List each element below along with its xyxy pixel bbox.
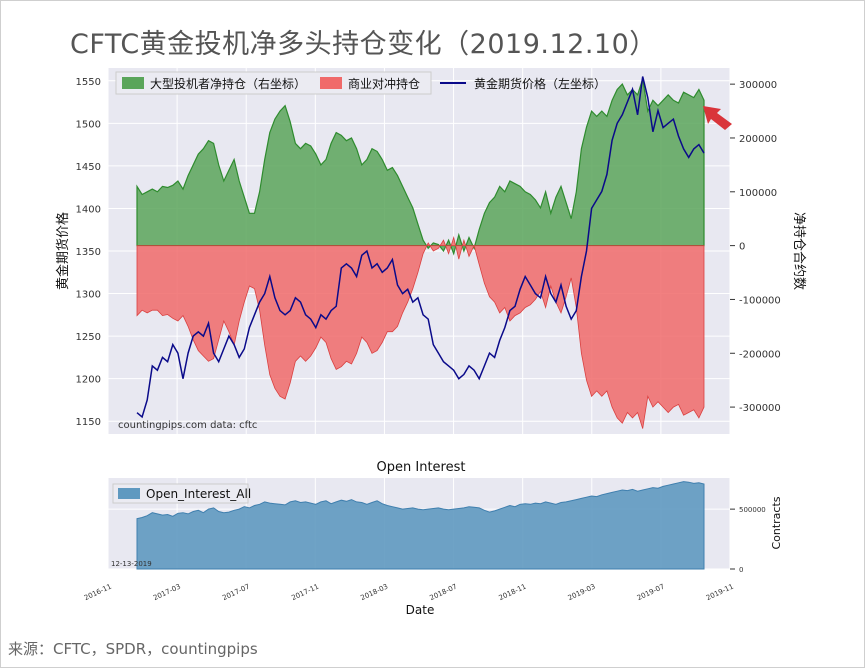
date-tick-label: 2019-11 (705, 583, 735, 603)
date-tick-label: 2018-03 (359, 583, 389, 603)
speculator-net-area (136, 78, 705, 256)
legend-label-commercial: 商业对冲持仓 (348, 76, 420, 91)
right-axis-ticks: -300000 -200000 -100000 0 100000 200000 300000 (730, 80, 781, 414)
open-interest-title: Open Interest (377, 460, 466, 475)
right-tick-label: 0 (739, 242, 745, 253)
oi-tick-label: 500000 (739, 506, 766, 514)
left-tick-label: 1350 (76, 247, 101, 258)
date-tick-label: 2017-11 (290, 583, 320, 603)
gold-price-line (136, 76, 705, 419)
right-tick-label: 100000 (739, 188, 777, 199)
open-interest-axis-ticks: 0 500000 (730, 506, 766, 574)
oi-legend-box (112, 483, 249, 504)
right-tick-label: -100000 (739, 295, 781, 306)
date-tick-label: 2018-11 (498, 583, 528, 603)
legend-label-price: 黄金期货价格（左坐标） (474, 76, 606, 91)
date-axis-label: Date (406, 603, 435, 617)
left-tick-label: 1550 (76, 77, 101, 88)
date-tick-label: 2017-07 (221, 583, 251, 603)
oi-legend-label: Open_Interest_All (146, 487, 251, 501)
left-tick-label: 1150 (76, 417, 101, 428)
left-tick-label: 1400 (76, 204, 101, 215)
legend-label-speculator: 大型投机者净持仓（右坐标） (150, 76, 306, 91)
right-axis-label: 净持仓合约数 (791, 212, 806, 290)
page-title: CFTC黄金投机净多头持仓变化（2019.12.10） (70, 29, 657, 60)
pointer-arrow-icon (703, 106, 732, 130)
right-tick-label: 300000 (739, 80, 777, 91)
legend-swatch-speculator (122, 77, 144, 89)
watermark-text: countingpips.com data: cftc (118, 420, 257, 431)
date-axis-ticks: 2016-11 2017-03 2017-07 2017-11 2018-03 2018-… (83, 583, 735, 603)
left-tick-label: 1200 (76, 375, 101, 386)
date-tick-label: 2019-03 (567, 583, 597, 603)
date-tick-label: 2019-07 (636, 583, 666, 603)
oi-tick-label: 0 (739, 566, 743, 574)
right-tick-label: -300000 (739, 403, 781, 414)
main-legend: 大型投机者净持仓（右坐标） 商业对冲持仓 黄金期货价格（左坐标） (115, 71, 606, 95)
date-annotation: 12-13-2019 (111, 560, 152, 568)
date-tick-label: 2016-11 (83, 583, 113, 603)
right-tick-label: -200000 (739, 349, 781, 360)
source-caption: 来源：CFTC，SPDR，countingpips (8, 640, 258, 658)
left-tick-label: 1450 (76, 162, 101, 173)
date-tick-label: 2018-07 (429, 583, 459, 603)
open-interest-area (136, 481, 705, 570)
legend-swatch-commercial (320, 77, 342, 89)
left-tick-label: 1250 (76, 332, 101, 343)
left-axis-label: 黄金期货价格 (55, 212, 71, 290)
oi-legend-swatch (118, 488, 140, 499)
date-tick-label: 2017-03 (152, 583, 182, 603)
legend-box (115, 71, 432, 95)
left-tick-label: 1500 (76, 119, 101, 130)
right-tick-label: 200000 (739, 134, 777, 145)
contracts-axis-label: Contracts (770, 496, 783, 549)
left-tick-label: 1300 (76, 290, 101, 301)
left-axis-ticks: 1150 1200 1250 1300 1350 1400 1450 1500 1550 (76, 77, 101, 428)
commercial-hedge-area (136, 235, 705, 429)
open-interest-legend: Open_Interest_All (112, 483, 251, 504)
